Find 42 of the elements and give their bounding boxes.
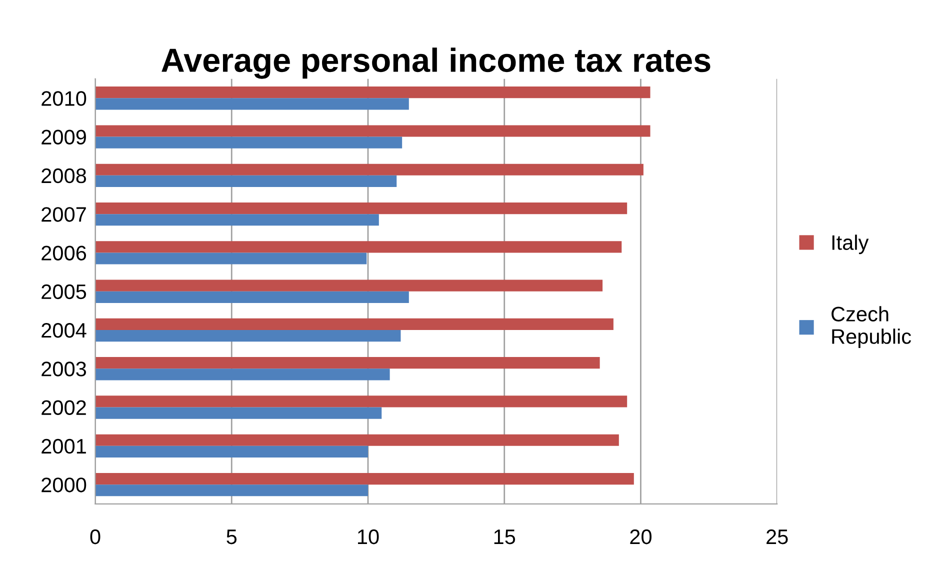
bar	[95, 280, 603, 292]
x-tick-label: 0	[90, 529, 100, 544]
y-tick-label: 2008	[42, 168, 86, 184]
bar	[95, 252, 367, 264]
bar	[95, 434, 619, 446]
x-tick-label: 25	[766, 529, 788, 544]
bar	[95, 202, 628, 214]
y-tick-label: 2005	[42, 284, 86, 300]
y-tick-label: 2002	[42, 400, 86, 416]
x-tick-label: 5	[226, 530, 237, 544]
y-tick-label: 2010	[42, 91, 86, 106]
bar	[95, 318, 614, 330]
bar	[95, 175, 397, 188]
y-tick-label: 2007	[42, 207, 86, 222]
bar	[95, 164, 644, 176]
y-tick-label: 2000	[42, 478, 86, 492]
y-tick-label: 2001	[42, 438, 86, 454]
y-tick-label: 2004	[42, 322, 86, 338]
x-tick-label: 20	[630, 529, 652, 544]
y-tick-label: 2006	[42, 246, 86, 260]
bar	[95, 136, 402, 148]
bar	[95, 357, 600, 369]
bar	[95, 291, 409, 303]
bar	[95, 98, 409, 110]
y-tick-label: 2003	[42, 362, 86, 376]
bar	[95, 214, 379, 226]
bar	[95, 396, 628, 408]
bar	[95, 125, 650, 137]
x-tick-label: 10	[358, 529, 379, 544]
bar	[95, 330, 401, 342]
bar	[95, 368, 390, 380]
legend-label: Italy	[832, 234, 869, 254]
bar	[95, 407, 382, 419]
bar	[95, 86, 650, 98]
y-tick-label: 2009	[42, 130, 86, 145]
bar	[95, 241, 622, 253]
bar	[95, 484, 368, 496]
bar	[95, 446, 368, 458]
x-tick-label: 15	[494, 530, 516, 544]
legend-label: Czech Republic	[832, 306, 912, 348]
chart-title: Average personal income tax rates	[162, 48, 710, 79]
bar	[95, 472, 634, 485]
